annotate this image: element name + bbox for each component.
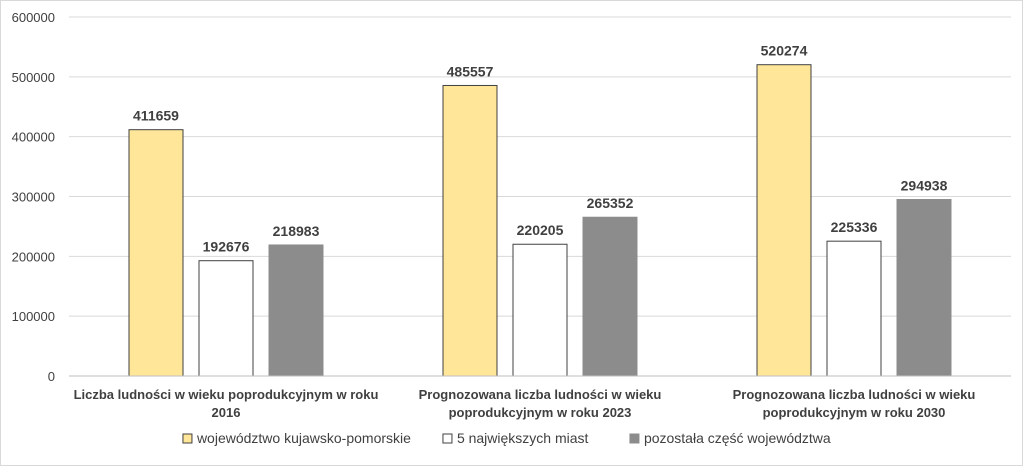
legend-label: 5 największych miast — [457, 430, 589, 446]
bars — [128, 64, 952, 377]
legend-item: pozostała część województwa — [629, 430, 831, 446]
bar — [128, 129, 184, 377]
y-tick-label: 400000 — [12, 130, 55, 145]
x-category-label: Prognozowana liczba ludności w wieku — [733, 387, 976, 402]
legend: województwo kujawsko-pomorskie 5 najwięks… — [182, 430, 831, 446]
y-tick-label: 200000 — [12, 249, 55, 264]
data-labels: 411659 192676 218983 485557 220205 265352 5202… — [133, 43, 948, 255]
legend-swatch — [182, 433, 193, 444]
x-category-label: poprodukcyjnym w roku 2023 — [449, 405, 632, 420]
y-tick-label: 0 — [48, 369, 55, 384]
data-label: 192676 — [203, 239, 250, 255]
y-tick-label: 500000 — [12, 70, 55, 85]
x-category-label: 2016 — [212, 405, 241, 420]
legend-swatch — [629, 433, 640, 444]
bar — [756, 64, 812, 377]
y-tick-label: 300000 — [12, 190, 55, 205]
bar — [582, 216, 638, 377]
bar — [268, 244, 324, 377]
bar — [198, 260, 254, 377]
legend-label: województwo kujawsko-pomorskie — [196, 430, 411, 446]
data-label: 520274 — [761, 43, 808, 59]
x-category-label: Liczba ludności w wieku poprodukcyjnym w… — [74, 387, 379, 402]
x-axis: Liczba ludności w wieku poprodukcyjnym w… — [69, 375, 1011, 420]
legend-swatch — [442, 433, 453, 444]
data-label: 265352 — [587, 195, 634, 211]
legend-label: pozostała część województwa — [644, 430, 831, 446]
bar — [896, 199, 952, 377]
data-label: 485557 — [447, 63, 494, 79]
legend-item: 5 największych miast — [442, 430, 589, 446]
legend-item: województwo kujawsko-pomorskie — [182, 430, 411, 446]
data-label: 220205 — [517, 222, 564, 238]
data-label: 225336 — [831, 219, 878, 235]
bar — [512, 243, 568, 377]
data-label: 411659 — [133, 108, 179, 124]
bar — [826, 240, 882, 377]
bar — [442, 84, 498, 377]
x-category-label: Prognozowana liczba ludności w wieku — [419, 387, 662, 402]
x-category-label: poprodukcyjnym w roku 2030 — [763, 405, 946, 420]
y-tick-label: 100000 — [12, 309, 55, 324]
y-tick-label: 600000 — [12, 10, 55, 25]
data-label: 294938 — [901, 178, 948, 194]
data-label: 218983 — [273, 223, 320, 239]
y-axis-ticks: 0 100000 200000 300000 400000 500000 600000 — [12, 10, 55, 384]
